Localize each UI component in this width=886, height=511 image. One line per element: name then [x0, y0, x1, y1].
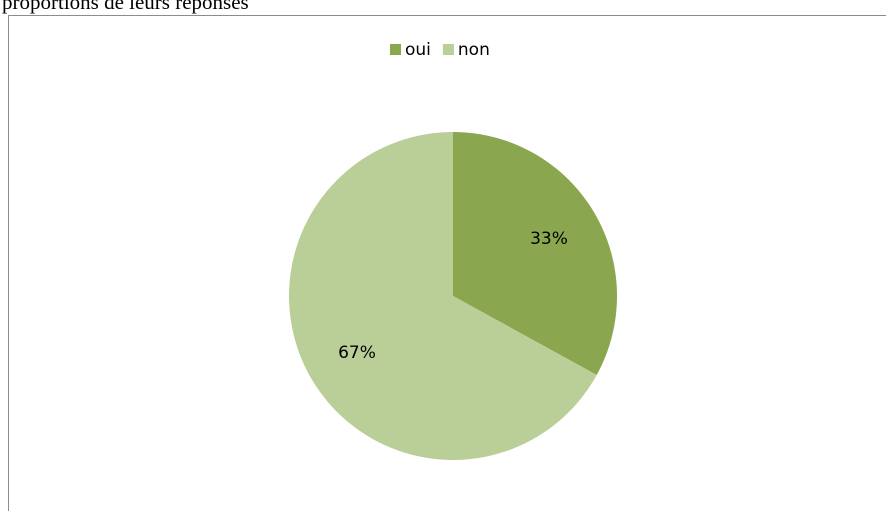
- legend-swatch: [390, 44, 401, 55]
- legend-swatch: [442, 44, 454, 55]
- legend-label: non: [458, 40, 490, 60]
- pie-slice: [288, 132, 597, 460]
- pie-slice: [453, 132, 617, 376]
- data-label: 33%: [530, 229, 568, 249]
- caption: proportions de leurs réponses: [2, 0, 249, 14]
- legend-label: oui: [405, 40, 431, 60]
- data-label: 67%: [338, 343, 376, 363]
